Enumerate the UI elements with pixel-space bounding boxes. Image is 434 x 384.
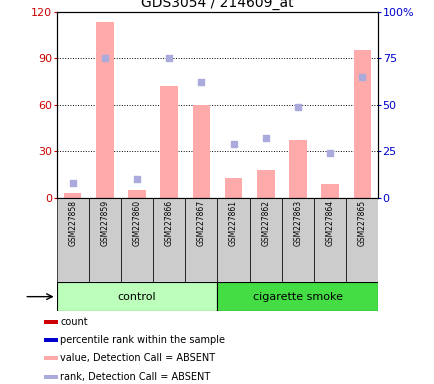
Bar bbox=[289, 140, 306, 198]
Bar bbox=[256, 170, 274, 198]
Point bbox=[197, 79, 204, 85]
Bar bbox=[121, 198, 153, 282]
Title: GDS3054 / 214609_at: GDS3054 / 214609_at bbox=[141, 0, 293, 10]
Point bbox=[165, 55, 172, 61]
Point bbox=[69, 180, 76, 186]
Bar bbox=[56, 282, 217, 311]
Bar bbox=[224, 177, 242, 198]
Bar bbox=[43, 375, 58, 379]
Text: GSM227866: GSM227866 bbox=[164, 200, 173, 247]
Text: value, Detection Call = ABSENT: value, Detection Call = ABSENT bbox=[60, 353, 215, 364]
Bar bbox=[56, 198, 89, 282]
Text: cigarette smoke: cigarette smoke bbox=[253, 291, 342, 302]
Bar bbox=[192, 104, 210, 198]
Text: GSM227862: GSM227862 bbox=[261, 200, 270, 246]
Bar bbox=[153, 198, 185, 282]
Bar bbox=[217, 282, 378, 311]
Bar bbox=[345, 198, 378, 282]
Point bbox=[294, 103, 301, 109]
Point bbox=[358, 74, 365, 80]
Bar bbox=[89, 198, 121, 282]
Bar bbox=[185, 198, 217, 282]
Text: GSM227865: GSM227865 bbox=[357, 200, 366, 247]
Text: rank, Detection Call = ABSENT: rank, Detection Call = ABSENT bbox=[60, 372, 210, 382]
Text: GSM227864: GSM227864 bbox=[325, 200, 334, 247]
Bar bbox=[281, 198, 313, 282]
Text: GSM227861: GSM227861 bbox=[229, 200, 237, 246]
Bar bbox=[43, 320, 58, 324]
Point bbox=[133, 176, 140, 182]
Text: GSM227860: GSM227860 bbox=[132, 200, 141, 247]
Text: GSM227863: GSM227863 bbox=[293, 200, 302, 247]
Bar bbox=[160, 86, 178, 198]
Bar bbox=[321, 184, 338, 198]
Bar bbox=[128, 190, 145, 198]
Point bbox=[326, 150, 333, 156]
Text: GSM227858: GSM227858 bbox=[68, 200, 77, 246]
Bar bbox=[43, 356, 58, 361]
Point bbox=[101, 55, 108, 61]
Text: percentile rank within the sample: percentile rank within the sample bbox=[60, 335, 225, 345]
Point bbox=[230, 141, 237, 147]
Bar bbox=[64, 193, 81, 198]
Text: count: count bbox=[60, 317, 88, 327]
Bar bbox=[217, 198, 249, 282]
Bar bbox=[313, 198, 345, 282]
Bar bbox=[249, 198, 281, 282]
Point bbox=[262, 135, 269, 141]
Bar bbox=[43, 338, 58, 342]
Text: GSM227859: GSM227859 bbox=[100, 200, 109, 247]
Text: control: control bbox=[118, 291, 156, 302]
Bar bbox=[353, 50, 370, 198]
Text: GSM227867: GSM227867 bbox=[197, 200, 205, 247]
Bar bbox=[96, 22, 113, 198]
